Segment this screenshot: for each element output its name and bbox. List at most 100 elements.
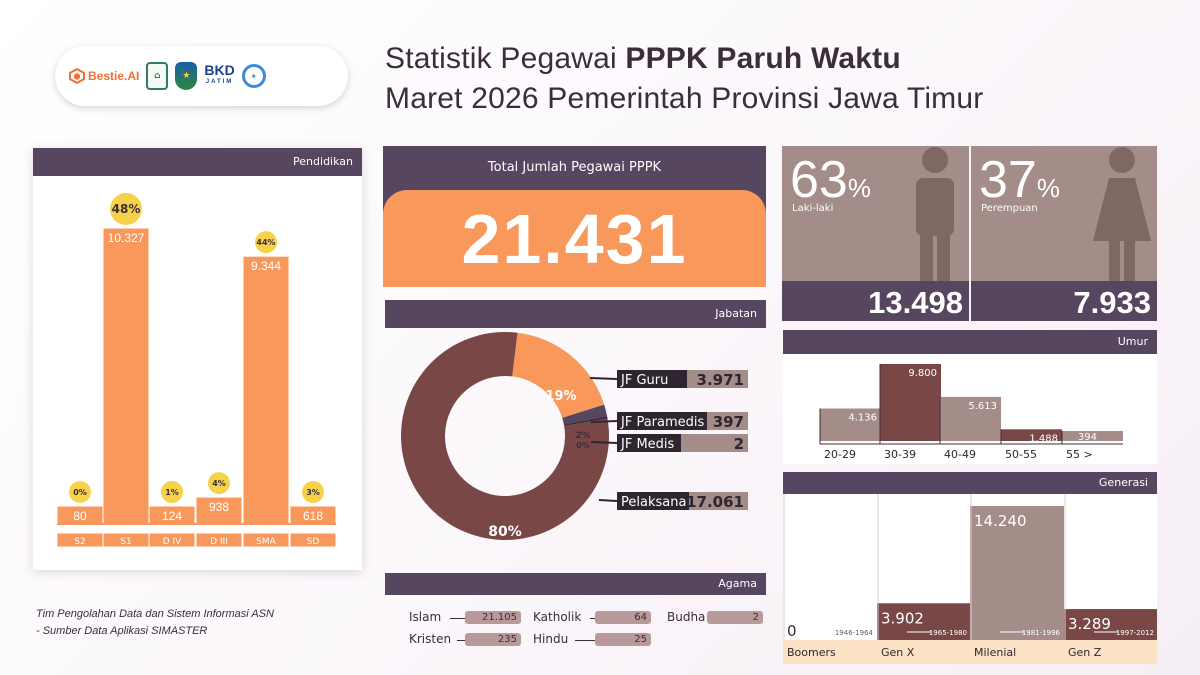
pendidikan-category-label: D III xyxy=(210,537,228,547)
jabatan-legend-name-box xyxy=(617,370,687,388)
total-label: Total Jumlah Pegawai PPPK xyxy=(487,160,662,175)
jabatan-leader-line xyxy=(598,499,618,502)
jabatan-slice xyxy=(510,332,605,418)
jabatan-legend-value-box xyxy=(681,434,748,452)
pendidikan-pct-badge xyxy=(161,481,183,503)
agama-name: Katholik xyxy=(533,610,582,624)
pendidikan-pct-label: 48% xyxy=(112,202,141,216)
jabatan-pct-label: 0% xyxy=(576,441,590,450)
agama-name: Budha xyxy=(667,610,706,624)
jabatan-legend-value: 3.971 xyxy=(697,371,744,389)
jabatan-legend-value: 397 xyxy=(713,413,744,431)
male-panel: 63% Laki-laki 13.498 xyxy=(782,146,969,321)
title-bold: PPPK Paruh Waktu xyxy=(625,42,901,75)
agama-list: Islam 21.105 Kristen 235 Katholik 64 Hin… xyxy=(385,600,766,660)
total-panel: Total Jumlah Pegawai PPPK 21.431 xyxy=(383,146,766,287)
jabatan-legend-name: Pelaksana xyxy=(621,495,686,510)
page-title-line2: Maret 2026 Pemerintah Provinsi Jawa Timu… xyxy=(385,82,984,115)
agama-leader xyxy=(575,640,600,641)
pendidikan-value-label: 124 xyxy=(162,509,182,523)
umur-bar xyxy=(1062,431,1123,441)
page-title-line1: Statistik Pegawai PPPK Paruh Waktu xyxy=(385,42,901,76)
pendidikan-pct-badge xyxy=(255,231,277,254)
umur-value-label: 4.136 xyxy=(848,413,877,424)
jabatan-legend-value: 17.061 xyxy=(686,493,744,511)
umur-value-label: 5.613 xyxy=(968,401,997,412)
total-value: 21.431 xyxy=(461,199,688,278)
umur-category-label: 55 > xyxy=(1066,448,1093,461)
footer-note: Tim Pengolahan Data dan Sistem Informasi… xyxy=(36,606,274,640)
jabatan-leader-line xyxy=(590,420,618,423)
pendidikan-pct-label: 1% xyxy=(165,488,179,497)
pendidikan-bar xyxy=(195,496,243,525)
agama-name: Hindu xyxy=(533,632,569,646)
jabatan-legend-value-box xyxy=(689,492,748,510)
umur-value-label: 9.800 xyxy=(908,368,937,379)
pendidikan-category-tab xyxy=(195,532,243,548)
generasi-value-label: 0 xyxy=(787,622,797,640)
generasi-header: Generasi xyxy=(783,472,1157,494)
simaster-logo: ✦ xyxy=(241,64,266,88)
jabatan-slice xyxy=(563,416,608,426)
female-figure-icon xyxy=(1093,147,1151,286)
jabatan-legend-value-box xyxy=(707,412,748,430)
female-count-band: 7.933 xyxy=(971,281,1157,321)
generasi-bar xyxy=(970,506,1064,640)
jabatan-legend-name: JF Guru xyxy=(620,373,668,388)
umur-bar xyxy=(1001,429,1062,441)
umur-bar xyxy=(940,396,1001,441)
female-count: 7.933 xyxy=(1073,285,1151,320)
pendidikan-panel: Pendidikan 80 0% S2 10.327 48% S1 124 1% D IV 938… xyxy=(33,148,362,570)
umur-bar xyxy=(820,408,881,441)
footer-line2: - Sumber Data Aplikasi SIMASTER xyxy=(36,625,208,637)
pendidikan-category-label: SMA xyxy=(256,537,276,547)
umur-bar xyxy=(880,364,941,441)
male-count-band: 13.498 xyxy=(782,281,969,321)
umur-chart: 4.136 20-29 9.800 30-39 5.613 40-49 1.488 50-55… xyxy=(819,364,1123,461)
agama-leader xyxy=(450,618,475,619)
jabatan-pct-label: 19% xyxy=(545,389,576,404)
generasi-category-label: Gen Z xyxy=(1068,646,1102,659)
bestie-icon xyxy=(69,68,85,84)
jabatan-slice xyxy=(562,404,608,425)
pendidikan-pct-label: 3% xyxy=(306,488,320,497)
generasi-range-label: 1965-1980 xyxy=(929,629,967,637)
generasi-category-label: Boomers xyxy=(787,646,836,659)
pendidikan-value-label: 938 xyxy=(209,500,229,514)
generasi-range-label: 1997-2012 xyxy=(1116,629,1154,637)
jabatan-leader-line xyxy=(590,441,618,444)
pendidikan-category-label: SD xyxy=(307,537,320,547)
agama-value: 235 xyxy=(465,633,521,646)
male-pct-sign: % xyxy=(847,173,871,203)
footer-line1: Tim Pengolahan Data dan Sistem Informasi… xyxy=(36,608,274,620)
agama-value: 25 xyxy=(595,633,651,646)
generasi-value-label: 3.289 xyxy=(1068,615,1111,633)
bkd-logo-sub: JATIM xyxy=(205,79,234,85)
male-figure-icon xyxy=(916,147,954,286)
male-pct-value: 63 xyxy=(790,151,848,209)
pendidikan-category-tab xyxy=(242,532,290,548)
umur-category-label: 50-55 xyxy=(1005,448,1037,461)
generasi-chart: 0 1946-1964 3.902 1965-1980 14.240 1981-1996 3… xyxy=(783,494,1157,664)
jabatan-chart: 19% 2%0% 80% JF Guru 3.971 JF Paramedis 397 JF … xyxy=(401,332,748,540)
pendidikan-category-label: S2 xyxy=(74,537,85,547)
jabatan-legend-name: JF Medis xyxy=(620,437,675,452)
female-pct-sign: % xyxy=(1036,173,1060,203)
bkd-logo-text: BKD xyxy=(204,62,235,78)
jabatan-legend-value-box xyxy=(687,370,748,388)
pendidikan-bar xyxy=(102,227,150,525)
umur-category-label: 40-49 xyxy=(944,448,976,461)
umur-category-label: 30-39 xyxy=(884,448,916,461)
rumah-asn-logo: ⌂ xyxy=(146,62,169,90)
pendidikan-bar xyxy=(242,255,290,525)
pendidikan-value-label: 80 xyxy=(73,509,87,523)
pendidikan-pct-label: 4% xyxy=(212,479,226,488)
jabatan-legend-value: 2 xyxy=(734,435,744,453)
pendidikan-value-label: 9.344 xyxy=(251,259,281,273)
jabatan-legend-name: JF Paramedis xyxy=(620,415,705,430)
jabatan-legend-name-box xyxy=(617,434,681,452)
female-pct: 37% xyxy=(979,150,1060,210)
agama-value: 64 xyxy=(595,611,651,624)
pendidikan-pct-label: 0% xyxy=(73,488,87,497)
umur-value-label: 394 xyxy=(1078,432,1097,443)
